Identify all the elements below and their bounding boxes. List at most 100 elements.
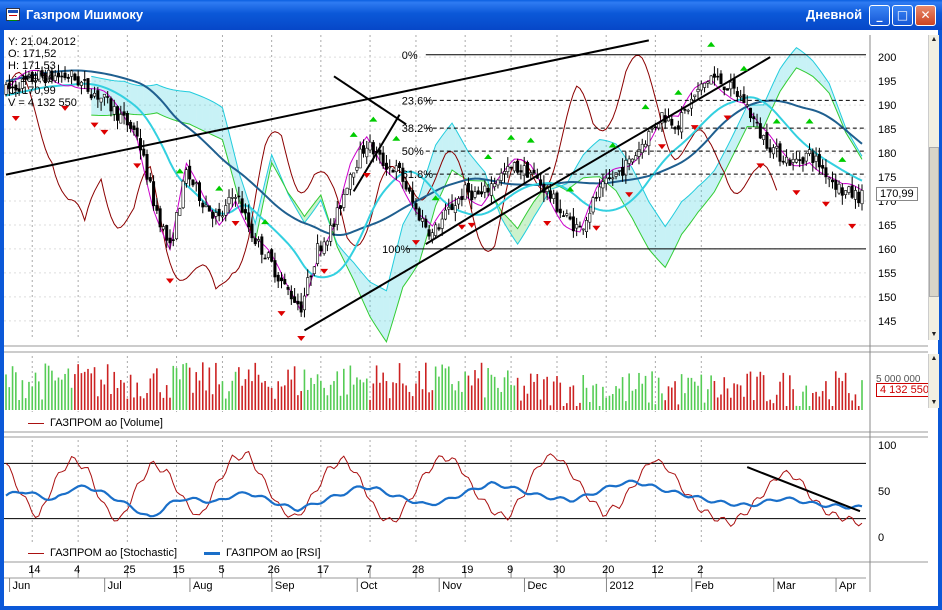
ichimoku-cloud-segment (809, 57, 813, 77)
candle-body (683, 109, 687, 111)
candle-body (109, 98, 113, 112)
candle-body (562, 215, 566, 217)
candle-body (217, 208, 221, 217)
candle-body (234, 197, 238, 199)
candle-body (476, 190, 480, 195)
price-tick-label: 155 (878, 268, 896, 280)
x-day-label: 4 (74, 564, 80, 576)
ichimoku-cloud-segment (124, 81, 128, 114)
x-month-label: Apr (839, 580, 856, 592)
candle-body (391, 169, 395, 173)
sell-signal-arrow (90, 122, 99, 128)
last-volume-tag: 4 132 550 (876, 383, 933, 397)
sell-signal-arrow (100, 129, 109, 135)
sell-signal-arrow (277, 311, 286, 317)
scroll-up-icon[interactable]: ▲ (930, 36, 938, 43)
volume-scroll-up-icon[interactable]: ▲ (930, 355, 938, 362)
candle-body (214, 212, 218, 217)
candle-body (365, 147, 369, 158)
x-month-label: Dec (527, 580, 547, 592)
candle-body (132, 125, 136, 130)
candle-body (814, 155, 818, 162)
scroll-down-icon[interactable]: ▼ (930, 331, 938, 338)
candle-body (817, 154, 821, 168)
ichimoku-cloud-segment (117, 81, 121, 115)
candle-body (417, 208, 421, 221)
ichimoku-cloud-segment (192, 93, 197, 128)
minimize-button[interactable]: _ (869, 5, 890, 26)
ichimoku-cloud-segment (442, 131, 446, 192)
candle-body (778, 143, 782, 162)
candle-body (378, 149, 382, 155)
candle-body (191, 179, 195, 186)
price-scroll-thumb[interactable] (929, 147, 939, 297)
ichimoku-cloud-segment (665, 221, 669, 268)
ichimoku-cloud-segment (704, 177, 708, 205)
ichimoku-cloud-segment (179, 90, 184, 123)
buy-signal-arrow (507, 134, 516, 140)
close-button[interactable]: ✕ (915, 5, 936, 26)
candle-body (424, 218, 428, 228)
candle-body (558, 208, 562, 214)
ichimoku-cloud-segment (399, 224, 403, 299)
candle-body (348, 174, 352, 190)
candle-body (696, 88, 700, 92)
x-month-label: Feb (695, 580, 714, 592)
ichimoku-cloud-segment (609, 141, 613, 188)
buy-signal-arrow (369, 116, 378, 122)
volume-scroll-down-icon[interactable]: ▼ (930, 399, 938, 406)
candle-body (306, 277, 310, 295)
ichimoku-cloud-segment (255, 209, 259, 242)
candle-body (230, 197, 234, 199)
x-month-label: Sep (275, 580, 295, 592)
candle-body (437, 227, 441, 230)
price-scrollbar[interactable]: ▲ ▼ (928, 35, 939, 340)
candle-body (40, 70, 44, 77)
candle-body (775, 146, 779, 149)
candle-body (148, 177, 152, 182)
candle-body (335, 207, 339, 225)
candle-body (263, 257, 267, 260)
sell-signal-arrow (362, 173, 371, 179)
x-month-label: 2012 (609, 580, 633, 592)
volume-legend-swatch (28, 422, 44, 424)
maximize-button[interactable]: □ (892, 5, 913, 26)
volume-scrollbar[interactable]: ▲ ▼ (928, 354, 939, 408)
ichimoku-cloud-segment (740, 112, 744, 140)
candle-body (106, 96, 110, 98)
ichimoku-cloud-segment (379, 287, 384, 338)
candle-body (116, 106, 120, 121)
candle-body (152, 181, 156, 207)
candle-body (394, 165, 398, 172)
candle-body (489, 183, 493, 196)
candle-body (181, 180, 185, 209)
candle-body (732, 78, 736, 89)
candle-body (522, 165, 526, 176)
sell-signal-arrow (625, 192, 634, 198)
candle-body (453, 205, 457, 213)
ichimoku-cloud-segment (675, 206, 679, 248)
ichimoku-cloud-segment (376, 285, 380, 333)
rsi-legend-swatch (204, 551, 220, 555)
chart-app-icon[interactable] (6, 8, 20, 21)
ichimoku-cloud-segment (753, 104, 758, 127)
ichimoku-cloud-segment (776, 68, 781, 99)
x-day-label: 7 (366, 564, 372, 576)
candle-body (657, 123, 661, 129)
x-day-label: 20 (602, 564, 614, 576)
candle-body (794, 158, 798, 163)
ichimoku-cloud-segment (412, 201, 416, 273)
sell-signal-arrow (297, 336, 306, 341)
ichimoku-cloud-segment (458, 134, 462, 177)
candle-body (381, 152, 385, 167)
title-bar[interactable]: Газпром Ишимоку Дневной _ □ ✕ (0, 0, 942, 30)
ichimoku-cloud-segment (711, 170, 715, 197)
candle-body (712, 73, 716, 78)
ichimoku-cloud-segment (734, 126, 738, 154)
ichimoku-cloud-segment (176, 90, 180, 122)
candle-body (7, 82, 11, 90)
ichimoku-cloud-segment (383, 288, 387, 342)
candle-body (434, 224, 438, 236)
ichimoku-cloud-segment (186, 91, 190, 125)
